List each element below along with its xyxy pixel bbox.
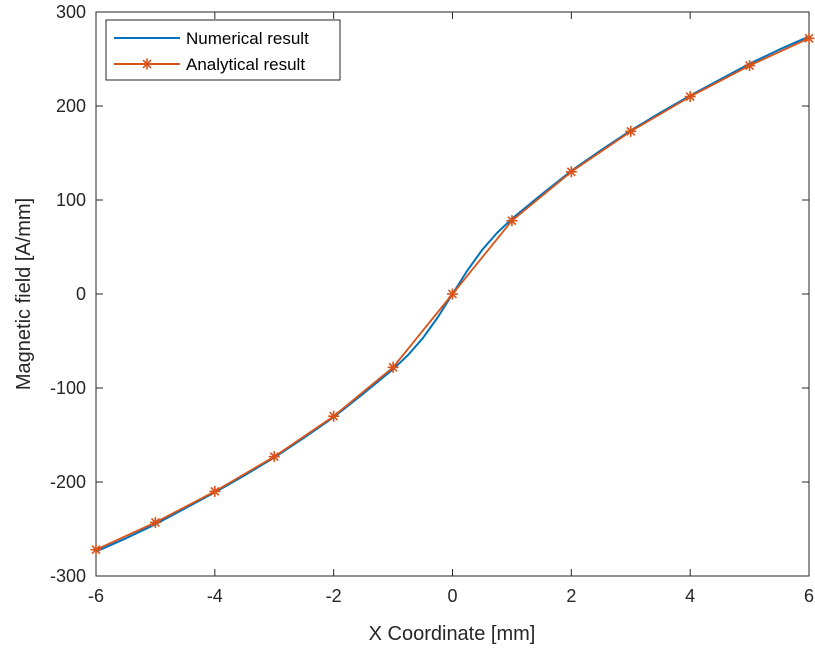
- series-layer: [90, 32, 815, 556]
- data-point: [625, 125, 637, 137]
- x-tick-label: -4: [207, 586, 223, 606]
- x-tick-label: -2: [326, 586, 342, 606]
- data-point: [684, 91, 696, 103]
- legend-asterisk-icon: [141, 58, 153, 70]
- legend: Numerical result Analytical result: [105, 19, 341, 81]
- data-point: [803, 32, 815, 44]
- x-tick-label: 0: [447, 586, 457, 606]
- data-point: [565, 166, 577, 178]
- y-tick-label: 300: [56, 2, 86, 22]
- y-tick-label: 100: [56, 190, 86, 210]
- x-tick-label: 6: [804, 586, 814, 606]
- y-tick-label: -300: [50, 566, 86, 586]
- y-tick-label: -100: [50, 378, 86, 398]
- x-axis-title: X Coordinate [mm]: [369, 623, 536, 645]
- x-tick-label: 2: [566, 586, 576, 606]
- legend-label-analytical: Analytical result: [186, 55, 305, 74]
- legend-box: [105, 19, 341, 81]
- y-axis-ticks: -300 -200 -100 0 100 200 300: [50, 2, 809, 586]
- data-point: [209, 485, 221, 497]
- data-point: [387, 361, 399, 373]
- data-point: [90, 544, 102, 556]
- data-point: [268, 451, 280, 463]
- x-axis-ticks: -6 -4 -2 0 2 4 6: [88, 12, 814, 606]
- data-point: [506, 215, 518, 227]
- x-tick-label: -6: [88, 586, 104, 606]
- data-point: [744, 60, 756, 72]
- y-axis-title: Magnetic field [A/mm]: [13, 198, 35, 390]
- data-point: [149, 516, 161, 528]
- x-tick-label: 4: [685, 586, 695, 606]
- legend-marker-analytical: [141, 58, 153, 70]
- y-tick-label: 200: [56, 96, 86, 116]
- y-tick-label: -200: [50, 472, 86, 492]
- y-tick-label: 0: [76, 284, 86, 304]
- data-point: [328, 410, 340, 422]
- data-point: [447, 288, 458, 300]
- legend-label-numerical: Numerical result: [186, 29, 309, 48]
